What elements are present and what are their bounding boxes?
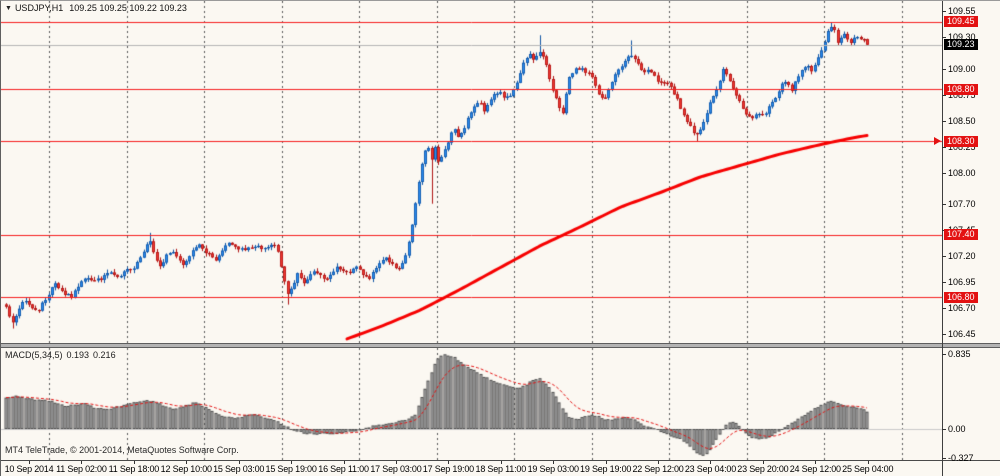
copyright-text: MT4 TeleTrade, © 2001-2014, MetaQuotes S…: [5, 445, 239, 455]
time-axis-label: 23 Sep 04:00: [684, 464, 737, 474]
macd-main-value: 0.193: [66, 350, 90, 360]
time-tick-mark: [501, 461, 502, 464]
price-line-label-badge: 107.40: [944, 229, 978, 240]
time-tick-mark: [763, 461, 764, 464]
price-tick-label: 108.50: [948, 115, 976, 126]
price-tick-label: 109.30: [948, 32, 976, 43]
time-axis-label: 15 Sep 03:00: [213, 464, 265, 474]
symbol-timeframe-label: USDJPY,H1: [14, 3, 64, 13]
time-axis-label: 24 Sep 12:00: [789, 464, 841, 474]
current-price-badge: 109.23: [944, 39, 978, 50]
time-tick-mark: [29, 461, 30, 464]
price-line-label-badge: 106.80: [944, 292, 978, 303]
time-axis-label: 10 Sep 2014: [4, 464, 54, 474]
pane-divider[interactable]: [1, 343, 1000, 348]
time-tick-mark: [606, 461, 607, 464]
price-tick-label: 106.95: [948, 276, 976, 287]
price-tick-mark: [942, 121, 946, 122]
price-tick-mark: [942, 173, 946, 174]
price-tick-mark: [942, 37, 946, 38]
time-axis-label: 22 Sep 12:00: [632, 464, 684, 474]
time-axis-label: 25 Sep 04:00: [842, 464, 894, 474]
price-tick-label: 108.00: [948, 167, 976, 178]
macd-tick-label: 0.835: [948, 349, 971, 360]
axis-separator-line: [942, 1, 943, 476]
price-tick-mark: [942, 147, 946, 148]
macd-tick-mark: [942, 354, 946, 355]
macd-indicator-canvas[interactable]: [1, 348, 942, 460]
time-tick-mark: [710, 461, 711, 464]
time-axis-label: 16 Sep 11:00: [318, 464, 369, 474]
chart-title: ▼ USDJPY,H1 109.25 109.25 109.22 109.23: [5, 3, 187, 15]
price-tick-mark: [942, 334, 946, 335]
price-tick-label: 107.20: [948, 250, 976, 261]
symbol-dropdown-icon[interactable]: ▼: [5, 5, 12, 12]
time-axis-label: 12 Sep 10:00: [160, 464, 212, 474]
time-tick-mark: [448, 461, 449, 464]
macd-signal-value: 0.216: [93, 350, 116, 360]
macd-tick-label: 0.00: [948, 424, 966, 434]
ohlc-quote-values: 109.25 109.25 109.22 109.23: [69, 3, 187, 13]
time-tick-mark: [239, 461, 240, 464]
price-line-label-badge: 109.45: [944, 16, 978, 27]
time-tick-mark: [815, 461, 816, 464]
price-tick-mark: [942, 282, 946, 283]
price-tick-label: 109.00: [948, 63, 976, 74]
time-axis-label: 23 Sep 20:00: [737, 464, 789, 474]
time-axis-label: 17 Sep 19:00: [422, 464, 474, 474]
price-tick-mark: [942, 95, 946, 96]
time-tick-mark: [186, 461, 187, 464]
time-axis-label: 17 Sep 03:00: [370, 464, 422, 474]
price-tick-mark: [942, 69, 946, 70]
price-line-label-badge: 108.30: [944, 136, 978, 147]
time-axis-label: 11 Sep 18:00: [108, 464, 160, 474]
price-line-label-badge: 108.80: [944, 84, 978, 95]
time-axis-label: 11 Sep 02:00: [56, 464, 107, 474]
time-tick-mark: [553, 461, 554, 464]
price-tick-mark: [942, 256, 946, 257]
time-axis-label: 18 Sep 11:00: [475, 464, 527, 474]
macd-indicator-label: MACD(5,34,5) 0.193 0.216: [5, 350, 120, 360]
time-axis-label: 15 Sep 19:00: [265, 464, 317, 474]
macd-tick-mark: [942, 458, 946, 459]
price-tick-mark: [942, 308, 946, 309]
time-tick-mark: [396, 461, 397, 464]
time-tick-mark: [291, 461, 292, 464]
price-tick-label: 106.45: [948, 328, 976, 339]
macd-name: MACD(5,34,5): [5, 350, 63, 360]
time-tick-mark: [868, 461, 869, 464]
time-tick-mark: [134, 461, 135, 464]
macd-tick-label: -0.327: [948, 453, 974, 464]
price-tick-label: 109.55: [948, 6, 976, 17]
price-tick-mark: [942, 11, 946, 12]
time-axis[interactable]: 10 Sep 2014 11 Sep 02:00 11 Sep 18:00 12 Se…: [1, 460, 1000, 476]
line-drag-marker-icon[interactable]: [934, 137, 941, 145]
price-tick-label: 106.70: [948, 302, 976, 313]
price-axis[interactable]: 109.55109.30109.00108.75108.50108.25108.…: [942, 1, 1000, 464]
time-tick-mark: [344, 461, 345, 464]
price-tick-mark: [942, 204, 946, 205]
macd-tick-mark: [942, 429, 946, 430]
time-axis-label: 19 Sep 03:00: [527, 464, 579, 474]
price-tick-label: 107.70: [948, 198, 976, 209]
time-axis-label: 19 Sep 19:00: [580, 464, 632, 474]
time-tick-mark: [658, 461, 659, 464]
time-tick-mark: [81, 461, 82, 464]
price-chart-canvas[interactable]: [1, 1, 942, 343]
